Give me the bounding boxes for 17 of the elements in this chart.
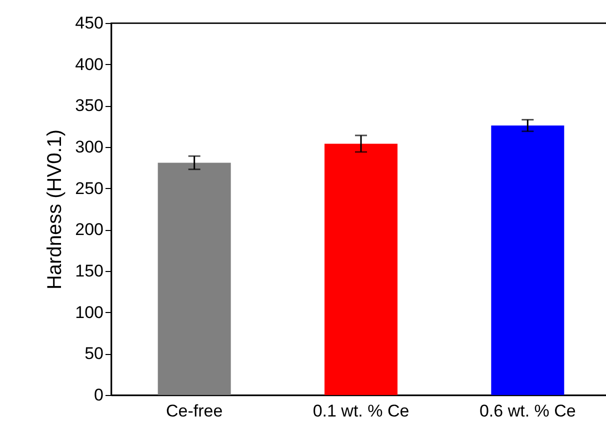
y-tick-label: 400 [75, 54, 104, 74]
bar [491, 126, 564, 395]
y-tick-label: 300 [75, 138, 104, 156]
y-axis-title: Hardness (HV0.1) [44, 129, 66, 290]
x-tick-label: 0.1 wt. % Ce [312, 402, 410, 420]
y-tick-label: 100 [75, 302, 104, 322]
y-tick-label: 450 [75, 14, 104, 32]
y-tick-label: 150 [75, 262, 104, 280]
y-tick-label: 0 [94, 386, 104, 404]
x-tick-label: 0.6 wt. % Ce [479, 402, 576, 420]
bar [158, 162, 231, 395]
x-tick-label: Ce-free [166, 402, 223, 420]
y-tick-label: 250 [75, 178, 104, 198]
bar [324, 144, 398, 395]
y-tick-label: 350 [75, 96, 104, 116]
y-tick-label: 200 [75, 220, 104, 240]
y-tick-label: 50 [84, 344, 104, 364]
